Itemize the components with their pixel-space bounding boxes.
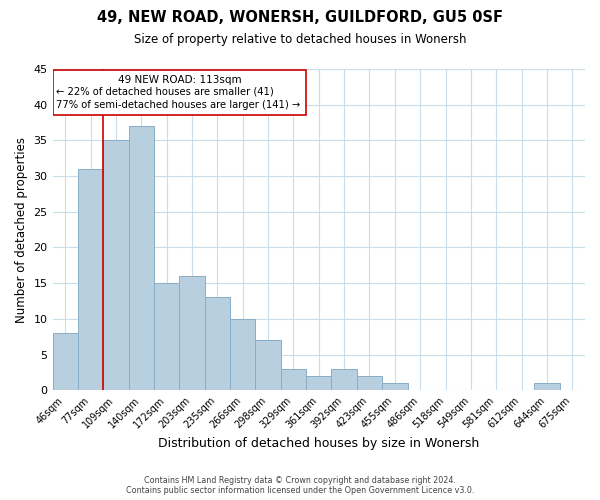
Bar <box>154 283 179 391</box>
Bar <box>179 276 205 390</box>
Y-axis label: Number of detached properties: Number of detached properties <box>15 136 28 322</box>
Bar <box>256 340 281 390</box>
X-axis label: Distribution of detached houses by size in Wonersh: Distribution of detached houses by size … <box>158 437 479 450</box>
Text: 77% of semi-detached houses are larger (141) →: 77% of semi-detached houses are larger (… <box>56 100 301 110</box>
Text: 49 NEW ROAD: 113sqm: 49 NEW ROAD: 113sqm <box>118 74 241 85</box>
Text: Contains HM Land Registry data © Crown copyright and database right 2024.
Contai: Contains HM Land Registry data © Crown c… <box>126 476 474 495</box>
Bar <box>331 369 357 390</box>
Bar <box>78 169 103 390</box>
Bar <box>128 126 154 390</box>
Bar <box>382 383 407 390</box>
Bar <box>281 369 306 390</box>
FancyBboxPatch shape <box>53 70 306 116</box>
Text: ← 22% of detached houses are smaller (41): ← 22% of detached houses are smaller (41… <box>56 87 274 97</box>
Bar <box>53 333 78 390</box>
Bar <box>534 383 560 390</box>
Bar <box>103 140 128 390</box>
Bar <box>230 319 256 390</box>
Bar <box>306 376 331 390</box>
Text: Size of property relative to detached houses in Wonersh: Size of property relative to detached ho… <box>134 32 466 46</box>
Text: 49, NEW ROAD, WONERSH, GUILDFORD, GU5 0SF: 49, NEW ROAD, WONERSH, GUILDFORD, GU5 0S… <box>97 10 503 25</box>
Bar <box>205 298 230 390</box>
Bar <box>357 376 382 390</box>
